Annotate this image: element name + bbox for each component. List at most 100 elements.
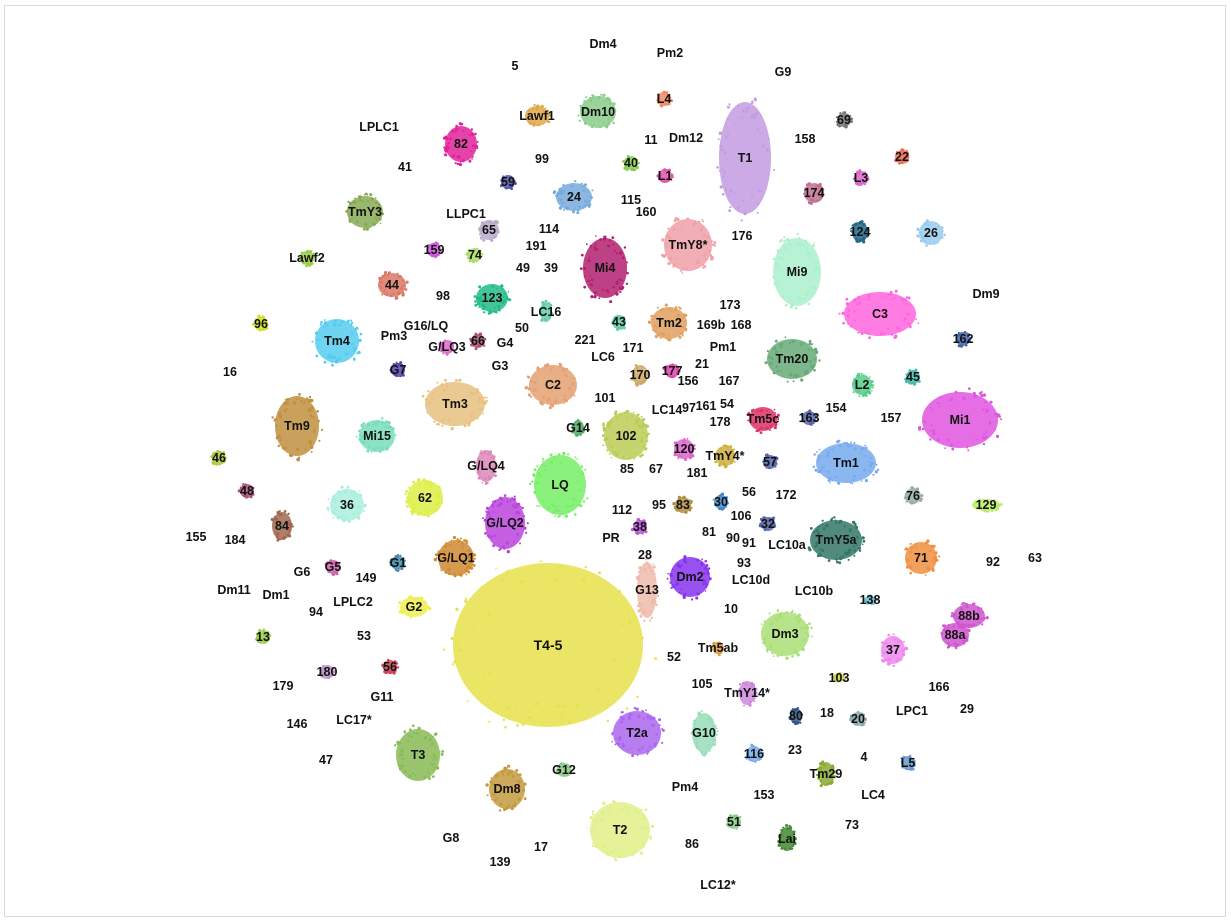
scatter-point bbox=[543, 110, 547, 113]
scatter-point bbox=[618, 278, 621, 281]
cluster-label-48: 48 bbox=[240, 483, 254, 498]
scatter-point bbox=[799, 243, 803, 247]
scatter-point bbox=[943, 233, 946, 237]
scatter-point bbox=[844, 123, 848, 127]
scatter-point bbox=[468, 159, 472, 163]
cluster-label-178: 178 bbox=[709, 414, 731, 429]
scatter-point bbox=[672, 227, 676, 231]
cluster-label-t2a: T2a bbox=[626, 725, 648, 740]
scatter-point bbox=[379, 222, 382, 225]
scatter-point bbox=[542, 109, 544, 111]
cluster-blob-body bbox=[347, 196, 383, 228]
scatter-point bbox=[586, 191, 589, 194]
scatter-point bbox=[668, 97, 670, 100]
cluster-label-mi1: Mi1 bbox=[949, 412, 971, 427]
cluster-blob-lawf2 bbox=[298, 249, 316, 268]
scatter-point bbox=[430, 243, 434, 247]
cluster-label-116: 116 bbox=[743, 746, 765, 761]
scatter-point bbox=[702, 264, 705, 267]
cluster-label-99: 99 bbox=[535, 151, 549, 166]
scatter-point bbox=[745, 107, 749, 111]
scatter-point bbox=[733, 192, 736, 195]
scatter-point bbox=[896, 150, 898, 153]
scatter-point bbox=[750, 115, 754, 118]
scatter-point bbox=[858, 181, 861, 185]
cluster-label-93: 93 bbox=[737, 555, 751, 570]
scatter-point bbox=[577, 114, 580, 117]
scatter-point bbox=[667, 99, 671, 103]
cluster-blob-body bbox=[580, 96, 616, 128]
scatter-point bbox=[671, 176, 675, 179]
scatter-point bbox=[755, 112, 759, 115]
cluster-blob-69 bbox=[835, 111, 853, 129]
cluster-label-lc17-: LC17* bbox=[336, 712, 372, 727]
cluster-label-159: 159 bbox=[423, 242, 445, 257]
cluster-label-38: 38 bbox=[633, 519, 647, 534]
cluster-label-tm4: Tm4 bbox=[324, 333, 350, 348]
cluster-label-191: 191 bbox=[525, 238, 547, 253]
scatter-point bbox=[369, 193, 373, 197]
scatter-point bbox=[717, 138, 720, 141]
scatter-point bbox=[535, 107, 539, 111]
scatter-point bbox=[670, 99, 674, 103]
scatter-point bbox=[578, 205, 581, 208]
scatter-point bbox=[656, 174, 659, 177]
scatter-point bbox=[474, 260, 477, 262]
scatter-point bbox=[512, 179, 516, 183]
scatter-point bbox=[672, 265, 675, 268]
cluster-label-40: 40 bbox=[624, 155, 638, 170]
scatter-point bbox=[665, 253, 667, 256]
scatter-point bbox=[725, 135, 728, 139]
cluster-label-g12: G12 bbox=[552, 762, 576, 777]
scatter-point bbox=[727, 105, 730, 109]
cluster-label-t1: T1 bbox=[737, 150, 753, 165]
cluster-label-114: 114 bbox=[538, 221, 560, 236]
scatter-point bbox=[527, 115, 530, 117]
cluster-label-g-lq1: G/LQ1 bbox=[437, 550, 475, 565]
scatter-point bbox=[595, 235, 597, 237]
scatter-point bbox=[866, 176, 869, 180]
cluster-label-153: 153 bbox=[753, 787, 775, 802]
scatter-point bbox=[621, 256, 625, 260]
scatter-point bbox=[469, 249, 473, 253]
scatter-point bbox=[510, 187, 513, 190]
cluster-label-c2: C2 bbox=[545, 377, 561, 392]
scatter-point bbox=[475, 260, 478, 263]
scatter-point bbox=[364, 222, 367, 226]
cluster-label-67: 67 bbox=[649, 461, 663, 476]
cluster-blob-body bbox=[773, 238, 821, 306]
cluster-label-76: 76 bbox=[906, 488, 920, 503]
cluster-label-lc12-: LC12* bbox=[700, 877, 736, 892]
scatter-point bbox=[917, 227, 920, 230]
scatter-point bbox=[847, 114, 850, 117]
cluster-blob-mi4 bbox=[579, 235, 629, 304]
cluster-label-180: 180 bbox=[316, 664, 338, 679]
cluster-label-167: 167 bbox=[718, 373, 740, 388]
cluster-blob-tmy8- bbox=[661, 217, 717, 274]
scatter-point bbox=[593, 291, 598, 295]
cluster-label-96: 96 bbox=[254, 316, 268, 331]
cluster-label-l4: L4 bbox=[656, 91, 672, 106]
scatter-point bbox=[378, 203, 381, 206]
cluster-label-62: 62 bbox=[418, 490, 432, 505]
scatter-point bbox=[662, 255, 666, 258]
cluster-label-lc6: LC6 bbox=[591, 349, 615, 364]
scatter-point bbox=[810, 198, 813, 202]
scatter-point bbox=[558, 206, 563, 210]
scatter-point bbox=[593, 245, 596, 249]
scatter-point bbox=[795, 243, 799, 247]
scatter-point bbox=[662, 179, 666, 183]
scatter-point bbox=[613, 108, 616, 111]
scatter-point bbox=[513, 182, 517, 185]
scatter-point bbox=[941, 236, 944, 239]
scatter-point bbox=[599, 238, 602, 241]
scatter-point bbox=[899, 150, 902, 153]
scatter-point bbox=[713, 241, 717, 244]
scatter-point bbox=[606, 244, 609, 247]
scatter-point bbox=[681, 272, 684, 274]
scatter-point bbox=[780, 257, 784, 261]
scatter-point bbox=[349, 221, 351, 223]
cluster-label-176: 176 bbox=[731, 228, 753, 243]
scatter-point bbox=[449, 137, 452, 141]
scatter-point bbox=[312, 255, 316, 259]
